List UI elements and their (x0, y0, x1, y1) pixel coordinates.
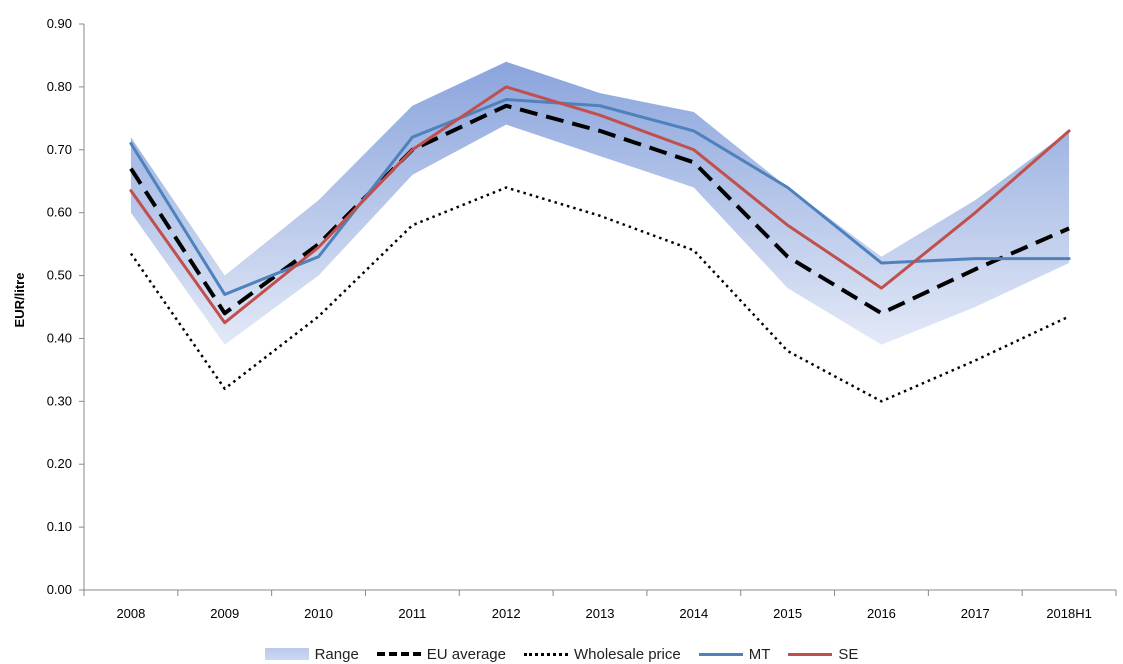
legend-label-wholesale-price: Wholesale price (574, 645, 681, 663)
y-tick-label: 0.30 (47, 393, 72, 408)
y-tick-label: 0.50 (47, 268, 72, 283)
legend-item-eu-average: EU average (376, 645, 506, 663)
x-tick-label: 2016 (867, 606, 896, 621)
y-tick-label: 0.40 (47, 330, 72, 345)
y-tick-label: 0.80 (47, 79, 72, 94)
y-axis-label: EUR/litre (12, 273, 27, 328)
legend-item-wholesale-price: Wholesale price (524, 646, 681, 663)
series-line-se (129, 85, 1071, 325)
legend-item-se: SE (788, 646, 858, 663)
range-band (130, 61, 1070, 345)
y-tick-label: 0.70 (47, 142, 72, 157)
y-tick-label: 0.00 (47, 582, 72, 597)
x-tick-label: 2013 (586, 606, 615, 621)
legend-label-se: SE (838, 645, 859, 663)
legend-swatch-mt (698, 652, 743, 656)
x-tick-label: 2018H1 (1046, 606, 1092, 621)
axes: 0.00 0.10 0.20 0.30 0.40 0.50 0.60 0.70 0.80 0.90… (47, 16, 1117, 621)
x-tick-label: 2017 (961, 606, 990, 621)
y-tick-label: 0.90 (47, 16, 72, 31)
legend-item-range: Range (264, 645, 359, 663)
x-tick-label: 2008 (116, 606, 145, 621)
x-tick-label: 2015 (773, 606, 802, 621)
x-tick-label: 2010 (304, 606, 333, 621)
x-tick-label: 2011 (398, 606, 426, 621)
line-chart: EUR/litre 0.000.100.200.300.400.500.600.… (12, 16, 1117, 621)
legend-label-range: Range (314, 645, 359, 663)
y-tick-label: 0.60 (47, 205, 72, 220)
legend-item-mt: MT (698, 645, 771, 663)
legend: Range EU average Wholesale price MT SE (0, 644, 1123, 664)
y-tick-label: 0.10 (47, 519, 72, 534)
legend-label-eu-average: EU average (426, 645, 506, 663)
x-tick-label: 2009 (210, 606, 239, 621)
y-tick-label: 0.20 (47, 456, 72, 471)
legend-swatch-wholesale-price (524, 652, 568, 656)
series-line-wholesale-price (129, 186, 1070, 403)
x-tick-label: 2014 (679, 606, 708, 621)
x-tick-label: 2012 (492, 606, 521, 621)
legend-label-mt: MT (748, 645, 771, 663)
chart-marks (129, 61, 1071, 403)
legend-swatch-eu-average (376, 652, 421, 656)
legend-swatch-range (264, 648, 309, 660)
legend-swatch-se (788, 652, 833, 656)
series-line-eu-average (129, 103, 1070, 316)
